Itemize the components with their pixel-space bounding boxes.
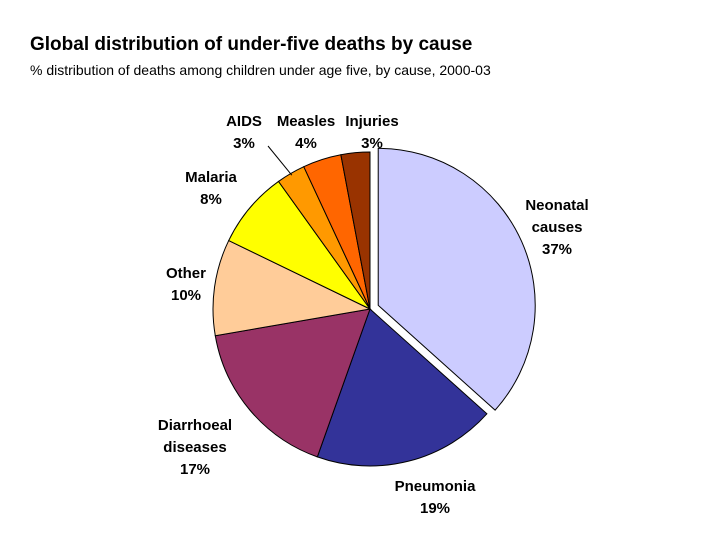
slice-label-other: Other 10% (166, 265, 206, 304)
slice-label-neonatal-causes: Neonatal causes 37% (525, 197, 588, 258)
pie-slice-injuries (340, 151, 371, 310)
slice-label-malaria: Malaria 8% (185, 169, 237, 208)
slice-label-injuries: Injuries 3% (345, 113, 398, 152)
slice-label-aids: AIDS 3% (226, 113, 262, 152)
chart-title: Global distribution of under-five deaths… (30, 34, 473, 55)
pie-slice-other (212, 239, 372, 337)
slice-label-measles: Measles 4% (277, 113, 335, 152)
slice-label-diarrhoeal-diseases: Diarrhoeal diseases 17% (158, 417, 232, 478)
pie-slice-diarrhoeal-diseases (214, 308, 371, 458)
leader-line-aids (267, 145, 293, 176)
pie-slice-neonatal-causes (377, 147, 536, 411)
slice-label-pneumonia: Pneumonia 19% (395, 478, 477, 517)
chart-subtitle: % distribution of deaths among children … (30, 62, 491, 78)
pie-slice-pneumonia (316, 308, 488, 467)
